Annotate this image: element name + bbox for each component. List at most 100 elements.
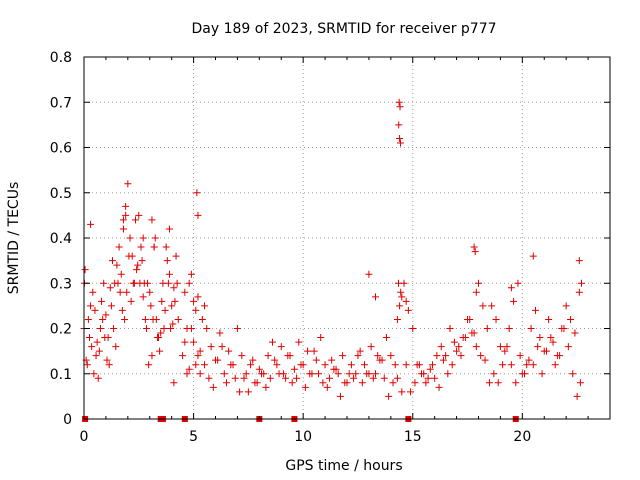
data-point bbox=[181, 288, 189, 296]
data-point bbox=[158, 297, 166, 305]
data-point bbox=[106, 284, 114, 292]
data-point bbox=[499, 361, 507, 369]
data-point bbox=[253, 379, 261, 387]
data-point bbox=[323, 383, 331, 391]
data-point bbox=[347, 361, 355, 369]
data-point bbox=[174, 315, 182, 323]
data-point bbox=[350, 374, 358, 382]
data-point bbox=[492, 315, 500, 323]
data-point bbox=[168, 302, 176, 310]
data-point bbox=[179, 352, 187, 360]
data-point bbox=[165, 270, 173, 278]
data-point bbox=[156, 347, 164, 355]
data-point bbox=[398, 388, 406, 396]
data-point bbox=[81, 266, 89, 274]
x-tick-label: 10 bbox=[294, 429, 312, 445]
data-point bbox=[266, 374, 274, 382]
data-point bbox=[560, 325, 568, 332]
data-point bbox=[301, 383, 309, 391]
data-point bbox=[361, 361, 369, 369]
data-point bbox=[409, 325, 417, 332]
data-point bbox=[117, 270, 125, 278]
data-point bbox=[293, 374, 301, 382]
data-point bbox=[402, 361, 410, 369]
data-point bbox=[95, 347, 103, 355]
data-point bbox=[277, 343, 285, 351]
data-point bbox=[398, 293, 406, 301]
data-point bbox=[142, 325, 150, 332]
data-point bbox=[402, 297, 410, 305]
data-point bbox=[126, 234, 134, 242]
x-tick-label: 20 bbox=[513, 429, 531, 445]
data-point bbox=[98, 297, 106, 305]
data-point bbox=[198, 315, 206, 323]
data-point bbox=[376, 356, 384, 364]
data-point bbox=[571, 329, 579, 337]
data-point bbox=[444, 370, 452, 378]
data-point bbox=[105, 361, 113, 369]
data-point bbox=[576, 379, 584, 387]
data-point bbox=[262, 383, 270, 391]
data-point bbox=[459, 334, 467, 342]
data-point bbox=[214, 356, 222, 364]
data-point bbox=[450, 338, 458, 346]
data-point bbox=[207, 343, 215, 351]
data-point bbox=[114, 279, 122, 287]
data-point bbox=[83, 361, 91, 369]
data-point bbox=[527, 325, 535, 332]
chart-title: Day 189 of 2023, SRMTID for receiver p77… bbox=[191, 21, 496, 37]
data-point bbox=[573, 392, 581, 400]
data-point bbox=[488, 302, 496, 310]
data-point bbox=[124, 180, 132, 188]
y-tick-label: 0.4 bbox=[50, 231, 72, 247]
data-point bbox=[404, 306, 412, 314]
data-point bbox=[227, 361, 235, 369]
data-point bbox=[547, 334, 555, 342]
data-point bbox=[113, 261, 121, 269]
axis-ticks bbox=[83, 56, 610, 420]
data-point bbox=[170, 379, 178, 387]
data-point bbox=[171, 297, 179, 305]
data-point bbox=[426, 365, 434, 373]
data-point bbox=[494, 379, 502, 387]
data-point bbox=[496, 343, 504, 351]
data-point bbox=[268, 338, 276, 346]
data-point bbox=[551, 361, 559, 369]
data-point bbox=[101, 334, 109, 342]
data-point bbox=[132, 216, 140, 224]
data-point bbox=[385, 392, 393, 400]
data-points bbox=[80, 98, 586, 400]
x-tick-label: 15 bbox=[404, 429, 422, 445]
data-point bbox=[345, 370, 353, 378]
data-point bbox=[428, 361, 436, 369]
x-tick-label: 5 bbox=[189, 429, 198, 445]
data-point bbox=[170, 284, 178, 292]
data-point bbox=[118, 306, 126, 314]
data-point bbox=[133, 266, 141, 274]
data-point bbox=[507, 361, 515, 369]
data-point bbox=[471, 248, 479, 256]
data-point bbox=[411, 379, 419, 387]
data-point bbox=[187, 270, 195, 278]
data-point bbox=[470, 243, 478, 251]
data-point bbox=[151, 234, 159, 242]
data-point bbox=[201, 361, 209, 369]
x-axis-label: GPS time / hours bbox=[285, 458, 402, 474]
data-point bbox=[146, 288, 154, 296]
data-point bbox=[240, 374, 248, 382]
data-point bbox=[391, 361, 399, 369]
data-point bbox=[169, 320, 177, 328]
data-point bbox=[247, 361, 255, 369]
data-point bbox=[442, 352, 450, 360]
data-point bbox=[127, 297, 135, 305]
y-tick-label: 0 bbox=[63, 412, 72, 428]
data-point bbox=[400, 279, 408, 287]
data-point bbox=[209, 383, 217, 391]
data-point bbox=[578, 279, 586, 287]
data-point bbox=[87, 302, 95, 310]
data-point bbox=[354, 352, 362, 360]
data-point bbox=[141, 315, 149, 323]
data-point bbox=[185, 365, 193, 373]
